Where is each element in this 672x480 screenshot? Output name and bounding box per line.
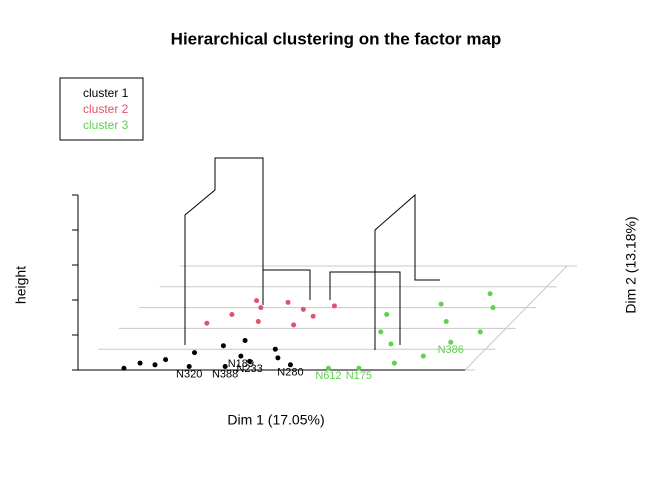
point bbox=[137, 360, 143, 366]
x-axis-label: Dim 1 (17.05%) bbox=[227, 412, 324, 428]
point bbox=[300, 306, 306, 312]
point-label: N280 bbox=[277, 367, 303, 379]
point bbox=[490, 305, 496, 311]
point bbox=[247, 358, 253, 364]
point bbox=[152, 362, 158, 368]
floor-grid bbox=[78, 265, 577, 371]
point bbox=[258, 305, 264, 311]
point bbox=[448, 339, 454, 345]
point-label: N320 bbox=[176, 368, 202, 380]
legend-label: cluster 1 bbox=[83, 86, 129, 100]
point bbox=[255, 318, 261, 324]
point bbox=[384, 312, 390, 318]
point bbox=[238, 353, 244, 359]
chart-title: Hierarchical clustering on the factor ma… bbox=[171, 29, 502, 48]
point-label: N189 bbox=[228, 358, 254, 370]
point bbox=[222, 364, 228, 370]
point bbox=[291, 322, 297, 328]
point bbox=[272, 346, 278, 352]
height-axis bbox=[72, 194, 79, 371]
point bbox=[378, 329, 384, 335]
point bbox=[163, 357, 169, 363]
point-label: N612 bbox=[315, 370, 341, 382]
point bbox=[285, 299, 291, 305]
legend-box bbox=[59, 77, 144, 141]
point bbox=[438, 301, 444, 307]
dendrogram-branch bbox=[184, 157, 264, 345]
point bbox=[254, 298, 260, 304]
point bbox=[242, 338, 248, 344]
point bbox=[391, 360, 397, 366]
point bbox=[325, 365, 331, 371]
point bbox=[192, 350, 198, 356]
dendrogram-branch bbox=[329, 271, 401, 345]
y-axis-label: Dim 2 (13.18%) bbox=[623, 216, 639, 313]
legend: cluster 1 cluster 2 cluster 3 bbox=[83, 86, 129, 132]
point bbox=[229, 312, 235, 318]
point-label: N233 bbox=[236, 363, 262, 375]
point bbox=[420, 353, 426, 359]
z-axis-label: height bbox=[13, 266, 29, 304]
dendrogram-branch bbox=[374, 193, 440, 350]
legend-label: cluster 3 bbox=[83, 118, 129, 132]
point bbox=[275, 355, 281, 361]
point bbox=[477, 329, 483, 335]
point bbox=[220, 343, 226, 349]
point bbox=[287, 362, 293, 368]
point bbox=[356, 365, 362, 371]
point bbox=[443, 318, 449, 324]
legend-label: cluster 2 bbox=[83, 102, 129, 116]
point bbox=[204, 320, 210, 326]
dendrogram-branch bbox=[263, 269, 311, 300]
point bbox=[310, 313, 316, 319]
point bbox=[331, 303, 337, 309]
point-label: N386 bbox=[438, 344, 464, 356]
point bbox=[487, 291, 493, 297]
floor-side bbox=[464, 265, 568, 371]
point-label: N388 bbox=[212, 368, 238, 380]
point bbox=[121, 365, 127, 371]
dendrogram bbox=[184, 157, 440, 350]
point-label: N175 bbox=[346, 370, 372, 382]
point bbox=[388, 341, 394, 347]
point bbox=[186, 364, 192, 370]
